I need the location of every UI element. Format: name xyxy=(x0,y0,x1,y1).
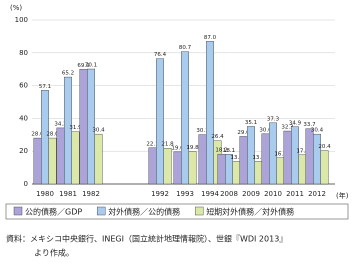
value-label: 28.0 xyxy=(46,132,59,138)
value-label: 16.0 xyxy=(274,151,287,157)
legend-swatch xyxy=(13,206,23,216)
value-label: 17.8 xyxy=(296,148,309,154)
x-tick-label: 2012 xyxy=(308,190,326,198)
bar xyxy=(305,128,314,185)
y-tick-label: 40 xyxy=(19,114,28,122)
bar xyxy=(232,161,241,185)
bar xyxy=(64,76,72,185)
source: より作成。 xyxy=(34,248,74,258)
bar xyxy=(198,134,207,185)
x-unit: (年) xyxy=(336,191,349,200)
bar xyxy=(291,126,299,185)
value-label: 30.4 xyxy=(311,128,324,134)
bar xyxy=(56,127,65,185)
legend-label: 対外債務／公的債務 xyxy=(108,207,180,217)
legend-label: 公的債務／GDP xyxy=(25,207,82,217)
value-label: 32.3 xyxy=(281,125,294,131)
value-label: 80.7 xyxy=(179,45,192,51)
value-label: 20.4 xyxy=(318,144,331,150)
legend-swatch xyxy=(194,206,204,216)
value-label: 13.8 xyxy=(230,155,243,161)
x-tick-label: 2009 xyxy=(242,190,260,198)
y-tick-label: 80 xyxy=(19,49,28,57)
bar xyxy=(320,150,329,185)
value-label: 13.8 xyxy=(252,155,265,161)
value-label: 31.9 xyxy=(69,125,82,131)
value-label: 76.4 xyxy=(154,52,167,58)
value-label: 65.2 xyxy=(62,71,74,77)
bar xyxy=(163,148,172,185)
value-label: 37.3 xyxy=(267,116,280,122)
bar xyxy=(87,68,95,185)
value-label: 26.4 xyxy=(211,134,224,140)
value-label: 34.9 xyxy=(289,120,302,126)
value-label: 21.8 xyxy=(161,142,174,148)
bar xyxy=(48,137,57,185)
bar xyxy=(283,130,292,185)
bar xyxy=(206,41,214,185)
y-tick-label: 60 xyxy=(19,82,28,90)
bar xyxy=(79,69,88,185)
bar xyxy=(254,161,263,185)
bar xyxy=(148,147,157,185)
x-tick-label: 2010 xyxy=(264,190,282,198)
bar xyxy=(261,133,270,185)
bar xyxy=(313,133,321,185)
value-label: 33.7 xyxy=(303,122,316,128)
bar xyxy=(181,51,189,185)
x-tick-label: 2011 xyxy=(286,190,304,198)
bar xyxy=(188,151,197,185)
bar xyxy=(94,133,103,185)
value-label: 69.9 xyxy=(77,63,90,69)
bar xyxy=(247,126,255,185)
x-tick-label: 2008 xyxy=(220,190,238,198)
bar xyxy=(298,154,307,185)
bar xyxy=(276,157,285,185)
value-label: 34.2 xyxy=(54,121,66,127)
value-label: 35.1 xyxy=(245,120,257,126)
y-tick-label: 0 xyxy=(24,180,28,188)
value-label: 28.0 xyxy=(31,132,44,138)
legend-label: 短期対外債務／対外債務 xyxy=(206,207,294,217)
value-label: 18.2 xyxy=(215,148,227,154)
legend-box xyxy=(5,203,349,220)
x-tick-label: 1981 xyxy=(59,190,77,198)
bar xyxy=(41,90,49,185)
bar xyxy=(173,151,182,185)
value-label: 18.1 xyxy=(223,148,235,154)
y-unit: (%) xyxy=(10,4,22,12)
value-label: 30.4 xyxy=(92,128,105,134)
bar xyxy=(217,153,226,185)
bar xyxy=(239,136,248,185)
bar xyxy=(33,137,42,185)
value-label: 29.0 xyxy=(237,130,250,136)
bar xyxy=(156,58,164,185)
value-label: 19.8 xyxy=(186,145,199,151)
value-label: 30.1 xyxy=(196,128,208,134)
value-label: 30.6 xyxy=(259,127,272,133)
value-label: 22.1 xyxy=(146,141,158,147)
legend-swatch xyxy=(96,206,106,216)
bar xyxy=(71,131,80,185)
value-label: 57.1 xyxy=(39,84,51,90)
x-tick-label: 1993 xyxy=(176,190,194,198)
value-label: 70.1 xyxy=(85,63,97,69)
y-tick-label: 20 xyxy=(19,147,28,155)
x-tick-label: 1994 xyxy=(201,190,219,198)
y-tick-label: 100 xyxy=(15,16,28,24)
x-tick-label: 1992 xyxy=(151,190,169,198)
source: 資料：メキシコ中央銀行、INEGI（国立統計地理情報院）、世銀『WDI 2013… xyxy=(6,234,287,244)
value-label: 87.0 xyxy=(204,35,217,41)
x-tick-label: 1982 xyxy=(82,190,100,198)
bar xyxy=(269,122,277,185)
x-tick-label: 1980 xyxy=(36,190,54,198)
value-label: 19.6 xyxy=(171,145,184,151)
